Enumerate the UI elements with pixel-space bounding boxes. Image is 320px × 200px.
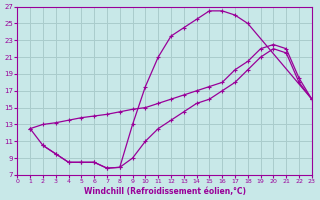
X-axis label: Windchill (Refroidissement éolien,°C): Windchill (Refroidissement éolien,°C): [84, 187, 245, 196]
